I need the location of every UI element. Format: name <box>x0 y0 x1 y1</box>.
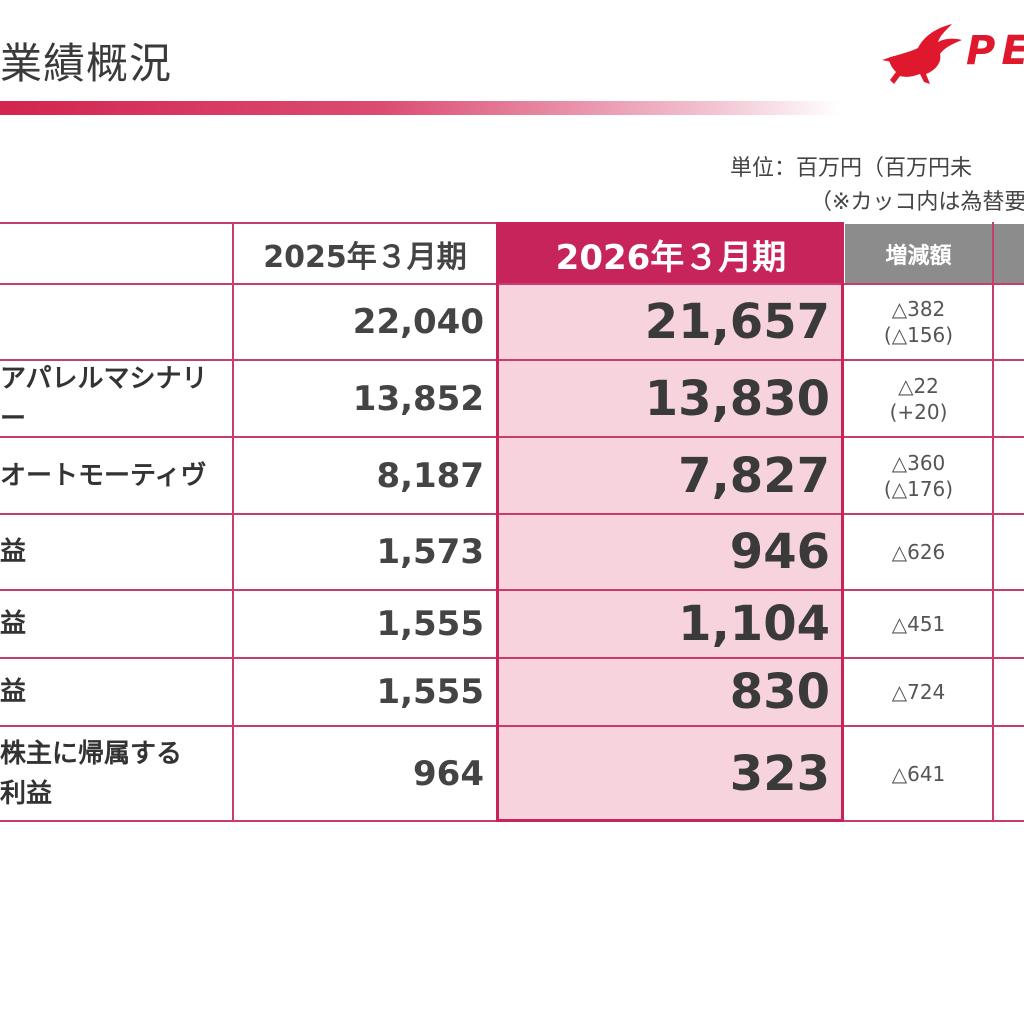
diff-cell: △360 (△176) <box>845 438 992 513</box>
value-fy2026: 7,827 <box>678 447 830 504</box>
diff-cell: △641 <box>845 727 992 820</box>
row-label-line1: 株主に帰属する <box>0 738 183 769</box>
highlight-column <box>498 284 844 822</box>
value-fy2026: 1,104 <box>678 596 830 652</box>
value-fy2025: 964 <box>413 753 484 794</box>
row-label: オートモーティヴ <box>0 460 207 491</box>
value-fy2026: 946 <box>729 524 830 580</box>
row-label: 益 <box>0 609 27 639</box>
diff-value: △641 <box>891 761 946 786</box>
row-label: 株主に帰属する 利益 <box>0 727 232 820</box>
row-label: アパレルマシナリー <box>0 363 208 434</box>
value-fy2025: 8,187 <box>376 455 484 496</box>
title-underline <box>0 101 840 115</box>
page-title: 業績概況 <box>0 39 173 88</box>
fx-note: （※カッコ内は為替要 <box>810 190 1024 215</box>
diff-cell: △724 <box>845 659 992 725</box>
value-fy2025: 1,555 <box>376 672 484 712</box>
diff-value: △626 <box>891 540 946 564</box>
diff-value: △724 <box>891 680 946 704</box>
unit-note: 単位：百万円（百万円未 <box>730 156 973 181</box>
column-header-fy2026: 2026年３月期 <box>498 224 844 284</box>
diff-value: △22 <box>898 373 939 398</box>
column-header-fy2025: 2025年３月期 <box>263 240 467 275</box>
diff-cell: △382 (△156) <box>845 285 992 359</box>
diff-value: △451 <box>891 612 946 636</box>
value-fy2026: 13,830 <box>644 370 830 427</box>
logo-wordmark: PEG <box>966 28 1024 74</box>
diff-cell: △22 (+20) <box>845 361 992 436</box>
diff-cell: △626 <box>845 515 992 589</box>
value-fy2025: 1,555 <box>376 604 484 644</box>
value-fy2025: 1,573 <box>376 532 484 572</box>
value-fy2025: 22,040 <box>352 302 484 342</box>
value-fy2026: 323 <box>729 745 830 802</box>
row-label-line2: 利益 <box>0 778 53 809</box>
highlight-frame <box>496 222 844 822</box>
diff-fx-value: (△176) <box>883 476 954 501</box>
diff-value: △382 <box>891 297 946 321</box>
value-fy2026: 21,657 <box>644 294 830 350</box>
diff-value: △360 <box>891 450 946 475</box>
diff-fx-value: (+20) <box>889 399 948 424</box>
row-label: 益 <box>0 537 27 567</box>
value-fy2025: 13,852 <box>352 378 484 419</box>
row-label <box>0 285 232 359</box>
pegasus-icon <box>882 24 962 84</box>
value-fy2026: 830 <box>729 664 830 720</box>
column-header-next <box>994 224 1024 284</box>
column-header-diff: 増減額 <box>845 224 992 284</box>
diff-fx-value: (△156) <box>883 323 954 347</box>
diff-cell: △451 <box>845 591 992 657</box>
row-label: 益 <box>0 677 27 707</box>
